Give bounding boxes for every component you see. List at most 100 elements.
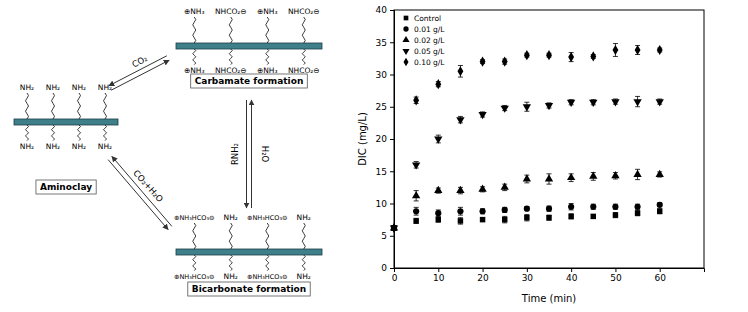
clay-layer: [176, 43, 322, 49]
legend-marker: [403, 58, 408, 67]
point: [612, 45, 618, 55]
error-cap: [591, 180, 596, 181]
tick-label: 60: [654, 273, 666, 283]
point: [611, 171, 619, 178]
point: [590, 51, 596, 61]
amine-chain: [78, 93, 81, 119]
tick: 25: [376, 102, 394, 112]
amine-chain: [26, 125, 29, 141]
point: [568, 52, 574, 62]
error-bar: [613, 44, 618, 57]
diagram-node: ⊕NH₃HCO₃⊖NH₂⊕NH₃HCO₃⊖NH₂⊕NH₃HCO₃⊖NH₂⊕NH₃…: [174, 213, 322, 296]
amine-chain: [26, 93, 29, 119]
tick-mark: [438, 268, 439, 272]
point: [413, 218, 418, 223]
point: [657, 202, 663, 208]
error-cap: [502, 222, 507, 223]
error-cap: [502, 216, 507, 217]
amine-chain: [229, 49, 232, 65]
legend-marker: [402, 36, 409, 42]
tick-label: 40: [566, 273, 578, 283]
error-cap: [458, 77, 463, 78]
edge-label: CO₂: [130, 53, 149, 69]
tick: 50: [610, 268, 622, 283]
point: [546, 206, 552, 212]
error-cap: [613, 178, 618, 179]
group-label: NH₂: [224, 272, 238, 281]
error-cap: [635, 106, 640, 107]
legend-label: 0.05 g/L: [414, 47, 445, 56]
error-cap: [414, 190, 419, 191]
error-cap: [414, 215, 419, 216]
error-cap: [458, 65, 463, 66]
error-cap: [547, 184, 552, 185]
group-label: NH₂: [20, 83, 34, 92]
point: [436, 217, 441, 222]
point: [633, 99, 641, 106]
error-bar: [613, 204, 618, 209]
error-cap: [569, 181, 574, 182]
amine-chain: [104, 93, 107, 119]
node-label-box: [191, 74, 308, 88]
tick: 5: [381, 231, 394, 241]
error-cap: [502, 190, 507, 191]
error-bar: [458, 207, 463, 215]
tick-label: 25: [376, 102, 387, 112]
point: [656, 99, 664, 106]
point: [502, 57, 508, 67]
point: [478, 185, 486, 192]
amine-chain: [104, 125, 107, 141]
series: [391, 209, 662, 231]
tick-mark: [390, 42, 394, 43]
series: [390, 169, 664, 230]
error-bar: [591, 214, 596, 218]
tick: 35: [376, 38, 394, 48]
group-label: ⊕NH₃HCO₃⊖: [174, 214, 214, 222]
point: [391, 223, 397, 233]
legend-marker: [404, 16, 409, 21]
tick: 40: [376, 5, 394, 15]
chart: 01020304050600510152025303540Time (min)D…: [357, 5, 705, 304]
error-bar: [635, 211, 640, 216]
point: [567, 173, 575, 180]
x-axis-title: Time (min): [521, 293, 576, 304]
amine-chain: [266, 49, 269, 65]
tick-label: 0: [381, 263, 387, 273]
error-bar: [458, 218, 463, 224]
tick-label: 15: [376, 167, 387, 177]
tick: 20: [477, 268, 489, 283]
error-cap: [414, 207, 419, 208]
amine-chain: [193, 17, 196, 43]
group-label: NH₂: [20, 142, 34, 151]
amine-chain: [78, 125, 81, 141]
error-cap: [458, 215, 463, 216]
tick-mark: [390, 268, 394, 269]
legend-item: 0.02 g/L: [402, 36, 445, 45]
group-label: NHCO₂⊖: [288, 66, 320, 75]
legend-label: 0.10 g/L: [414, 58, 445, 67]
arrow: [251, 100, 252, 208]
error-bar: [547, 215, 552, 220]
point: [501, 183, 509, 190]
amine-chain: [52, 125, 55, 141]
node-label: Aminoclay: [40, 182, 92, 192]
group-label: NH₂: [72, 83, 86, 92]
group-label: NHCO₂⊖: [288, 7, 320, 16]
point: [523, 104, 531, 111]
diagram-node: NH₂NH₂NH₂NH₂NH₂NH₂NH₂NH₂Aminoclay: [14, 83, 118, 194]
legend-marker: [403, 26, 408, 31]
x-axis: 0102030405060: [392, 268, 705, 283]
legend-label: 0.02 g/L: [414, 36, 445, 45]
point: [591, 214, 596, 219]
diagram: NH₂NH₂NH₂NH₂NH₂NH₂NH₂NH₂Aminoclay⊕NH₃NHC…: [14, 7, 322, 296]
tick-label: 0: [392, 273, 398, 283]
tick-label: 30: [522, 273, 534, 283]
tick-label: 50: [610, 273, 622, 283]
legend-label: Control: [414, 14, 441, 23]
tick-label: 40: [376, 5, 388, 15]
tick-mark: [390, 171, 394, 172]
error-cap: [524, 182, 529, 183]
point: [613, 212, 618, 217]
clay-layer: [176, 249, 322, 255]
error-bar: [480, 218, 485, 222]
